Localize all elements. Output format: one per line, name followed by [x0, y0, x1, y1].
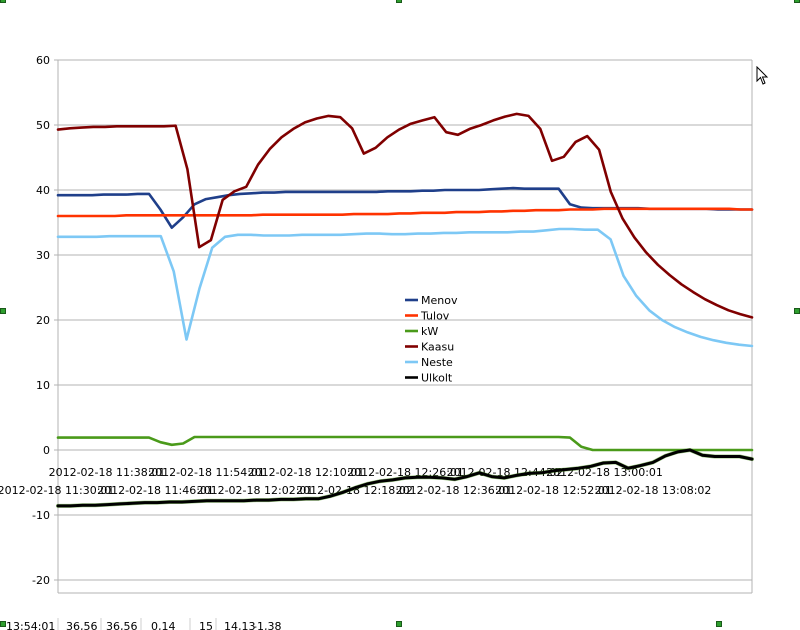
spreadsheet-cell: 36,56 — [66, 620, 98, 630]
selection-handle-top-left[interactable] — [0, 0, 6, 3]
x-tick-label: 2012-02-18 12:36:01 — [396, 484, 513, 497]
spreadsheet-cell: 13:54:01 — [6, 620, 55, 630]
legend-label: Tulov — [420, 310, 450, 323]
selection-handle-bottom-center[interactable] — [396, 621, 402, 627]
x-tick-label: 2012-02-18 11:46:01 — [97, 484, 214, 497]
y-tick-label: 50 — [36, 119, 50, 132]
legend-label: Menov — [421, 294, 458, 307]
series-lines — [56, 112, 754, 508]
selection-handle-bottom-left[interactable] — [0, 621, 6, 627]
selection-handle-bottom-right[interactable] — [716, 621, 722, 627]
series-line-kw — [56, 435, 754, 452]
series-line-tulov — [56, 207, 754, 218]
series-line-ulkolt — [56, 448, 754, 508]
y-axis-ticks: 60 50 40 30 20 10 0 -10 -20 — [32, 54, 50, 587]
y-tick-label: 30 — [36, 249, 50, 262]
y-tick-label: 40 — [36, 184, 50, 197]
x-tick-label: 2012-02-18 11:38:01 — [49, 466, 166, 479]
legend-label: Kaasu — [421, 341, 454, 354]
x-tick-label: 2012-02-18 13:08:02 — [595, 484, 712, 497]
plot-frame — [57, 60, 753, 594]
x-tick-label: 2012-02-18 12:52:01 — [495, 484, 612, 497]
y-tick-label: -20 — [32, 574, 50, 587]
spreadsheet-cell: 0,14 — [151, 620, 176, 630]
mouse-pointer-icon — [756, 66, 769, 85]
legend-label: Neste — [421, 356, 453, 369]
spreadsheet-cell: 15 — [199, 620, 213, 630]
spreadsheet-cell: -1,38 — [253, 620, 281, 630]
x-tick-label: 2012-02-18 11:54:01 — [148, 466, 265, 479]
series-line-neste — [56, 227, 754, 348]
selection-handle-mid-left[interactable] — [0, 308, 6, 314]
x-tick-label: 2012-02-18 12:02:01 — [197, 484, 314, 497]
x-tick-label: 2012-02-18 12:18:02 — [296, 484, 413, 497]
y-tick-label: 60 — [36, 54, 50, 67]
spreadsheet-cell: 36,56 — [106, 620, 138, 630]
selection-handle-mid-right[interactable] — [794, 308, 800, 314]
selection-handle-top-right[interactable] — [794, 0, 800, 3]
spreadsheet-cell: 14,13 — [224, 620, 256, 630]
legend-label: kW — [421, 325, 438, 338]
series-line-kaasu — [56, 112, 754, 319]
x-tick-label: 2012-02-18 11:30:01 — [0, 484, 114, 497]
y-tick-label: -10 — [32, 509, 50, 522]
spreadsheet-row: 13:54:01 36,56 36,56 0,14 15 14,13-1,38 — [6, 618, 281, 630]
legend-label: Ulkolt — [421, 372, 453, 385]
legend: Menov Tulov kW Kaasu Neste Ulkolt — [405, 294, 458, 385]
y-tick-label: 0 — [43, 444, 50, 457]
y-tick-label: 10 — [36, 379, 50, 392]
selection-handle-top-center[interactable] — [396, 0, 402, 3]
y-tick-label: 20 — [36, 314, 50, 327]
x-tick-label: 2012-02-18 12:10:01 — [248, 466, 365, 479]
